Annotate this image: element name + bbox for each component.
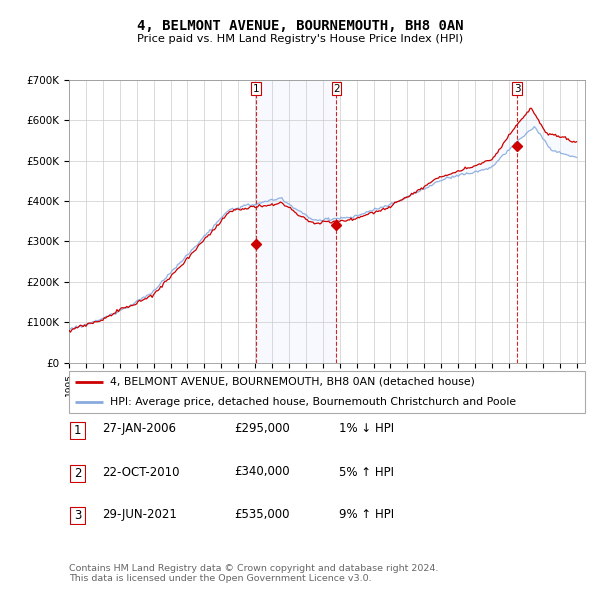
Text: HPI: Average price, detached house, Bournemouth Christchurch and Poole: HPI: Average price, detached house, Bour… — [110, 397, 517, 407]
Text: £535,000: £535,000 — [234, 508, 290, 521]
Text: £340,000: £340,000 — [234, 466, 290, 478]
Text: 2: 2 — [74, 467, 81, 480]
Text: 4, BELMONT AVENUE, BOURNEMOUTH, BH8 0AN: 4, BELMONT AVENUE, BOURNEMOUTH, BH8 0AN — [137, 19, 463, 33]
Text: 1% ↓ HPI: 1% ↓ HPI — [339, 422, 394, 435]
Text: £295,000: £295,000 — [234, 422, 290, 435]
Text: Contains HM Land Registry data © Crown copyright and database right 2024.
This d: Contains HM Land Registry data © Crown c… — [69, 563, 439, 583]
Text: 27-JAN-2006: 27-JAN-2006 — [102, 422, 176, 435]
Text: 3: 3 — [514, 84, 520, 94]
Text: Price paid vs. HM Land Registry's House Price Index (HPI): Price paid vs. HM Land Registry's House … — [137, 34, 463, 44]
Bar — [256, 80, 337, 363]
Text: 2: 2 — [333, 84, 340, 94]
Bar — [337, 80, 517, 363]
Text: 9% ↑ HPI: 9% ↑ HPI — [339, 508, 394, 521]
Text: 4, BELMONT AVENUE, BOURNEMOUTH, BH8 0AN (detached house): 4, BELMONT AVENUE, BOURNEMOUTH, BH8 0AN … — [110, 376, 475, 386]
Text: 5% ↑ HPI: 5% ↑ HPI — [339, 466, 394, 478]
Text: 22-OCT-2010: 22-OCT-2010 — [102, 466, 179, 478]
Text: 1: 1 — [253, 84, 260, 94]
Text: 1: 1 — [74, 424, 81, 437]
Text: 3: 3 — [74, 509, 81, 522]
Text: 29-JUN-2021: 29-JUN-2021 — [102, 508, 177, 521]
